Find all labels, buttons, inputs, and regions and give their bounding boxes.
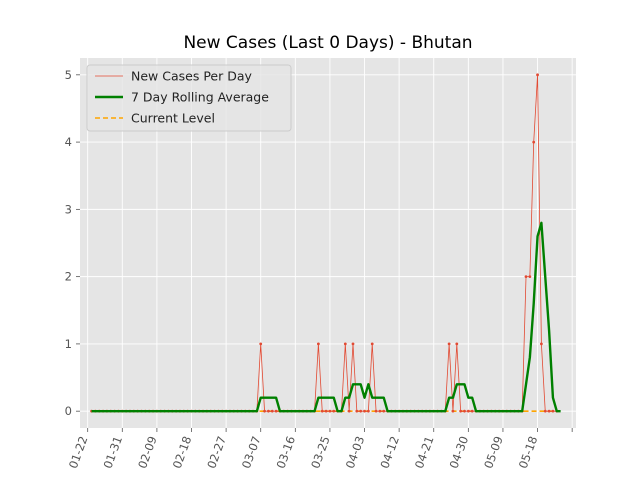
data-point-new-cases bbox=[539, 342, 543, 346]
series-layer bbox=[90, 73, 561, 413]
x-tick-label: 02-09 bbox=[135, 434, 160, 470]
data-point-new-cases bbox=[470, 409, 474, 413]
x-tick-label: 04-03 bbox=[343, 434, 368, 470]
data-point-new-cases bbox=[274, 409, 278, 413]
x-tick-label: 05-09 bbox=[481, 434, 506, 470]
data-point-new-cases bbox=[455, 342, 459, 346]
data-point-new-cases bbox=[363, 409, 366, 413]
series-line-rolling-average bbox=[91, 221, 561, 413]
data-point-new-cases bbox=[551, 409, 555, 413]
data-point-new-cases bbox=[378, 409, 382, 413]
y-tick-label: 0 bbox=[65, 404, 72, 418]
data-point-new-cases bbox=[528, 275, 532, 279]
x-tick-label: 02-27 bbox=[204, 434, 229, 470]
data-point-new-cases bbox=[524, 275, 528, 279]
x-tick-label: 04-12 bbox=[377, 434, 402, 470]
y-tick-label: 4 bbox=[65, 135, 72, 149]
y-tick-label: 5 bbox=[65, 68, 72, 82]
data-point-new-cases bbox=[466, 409, 470, 413]
data-point-new-cases bbox=[536, 73, 539, 77]
data-point-new-cases bbox=[359, 409, 363, 413]
data-point-new-cases bbox=[463, 409, 466, 413]
data-point-new-cases bbox=[374, 409, 378, 413]
data-point-new-cases bbox=[370, 342, 374, 346]
data-point-new-cases bbox=[343, 342, 347, 346]
data-point-new-cases bbox=[355, 409, 359, 413]
x-tick-label: 04-21 bbox=[412, 434, 437, 470]
legend-label-rolling-average: 7 Day Rolling Average bbox=[131, 90, 269, 105]
x-tick-label: 01-31 bbox=[101, 434, 126, 470]
data-point-new-cases bbox=[328, 409, 332, 413]
data-point-new-cases bbox=[332, 409, 336, 413]
data-point-new-cases bbox=[451, 409, 455, 413]
x-tick-label: 02-18 bbox=[170, 434, 195, 470]
y-tick-label: 2 bbox=[65, 270, 72, 284]
x-tick-label: 03-25 bbox=[308, 434, 333, 470]
data-point-new-cases bbox=[347, 409, 351, 413]
data-point-new-cases bbox=[543, 409, 547, 413]
x-axis: 01-22 01-31 02-09 02-18 02-27 03-07 03-16 03-25… bbox=[66, 428, 573, 470]
data-point-new-cases bbox=[447, 342, 451, 346]
legend-label-new-cases: New Cases Per Day bbox=[131, 69, 252, 84]
data-point-new-cases bbox=[259, 342, 263, 346]
data-point-new-cases bbox=[366, 409, 370, 413]
chart-title: New Cases (Last 0 Days) - Bhutan bbox=[183, 33, 472, 53]
legend-box bbox=[86, 64, 292, 132]
y-tick-label: 1 bbox=[65, 337, 72, 351]
data-point-new-cases bbox=[267, 409, 270, 413]
legend: New Cases Per Day 7 Day Rolling Average … bbox=[86, 64, 292, 132]
x-tick-label: 05-18 bbox=[516, 434, 541, 470]
data-point-new-cases bbox=[351, 342, 355, 346]
data-point-new-cases bbox=[316, 342, 320, 346]
data-point-new-cases bbox=[459, 409, 463, 413]
y-axis: 0 1 2 3 4 5 bbox=[65, 68, 80, 418]
x-tick-label: 03-16 bbox=[274, 434, 299, 470]
legend-label-current-level: Current Level bbox=[131, 111, 215, 126]
data-point-new-cases bbox=[324, 409, 328, 413]
data-point-new-cases bbox=[320, 409, 324, 413]
data-point-new-cases bbox=[382, 409, 386, 413]
data-point-new-cases bbox=[547, 409, 551, 413]
x-tick-label: 03-07 bbox=[239, 434, 264, 470]
y-tick-label: 3 bbox=[65, 202, 72, 216]
data-point-new-cases bbox=[532, 140, 536, 144]
x-tick-label: 01-22 bbox=[66, 434, 91, 470]
x-tick-label: 04-30 bbox=[447, 434, 472, 470]
data-point-new-cases bbox=[270, 409, 274, 413]
data-point-new-cases bbox=[263, 409, 266, 413]
